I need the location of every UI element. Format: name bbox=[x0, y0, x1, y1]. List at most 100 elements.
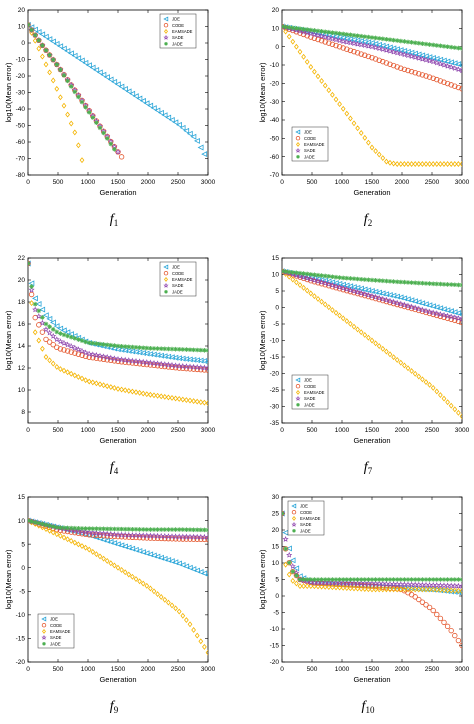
marker-star bbox=[289, 563, 296, 569]
marker-diamond bbox=[144, 391, 150, 398]
marker-triangle bbox=[122, 543, 128, 550]
marker-asterisk bbox=[104, 136, 110, 141]
legend-label: SADE bbox=[304, 396, 316, 401]
marker-diamond bbox=[122, 569, 128, 576]
marker-diamond bbox=[412, 370, 418, 377]
marker-diamond bbox=[86, 546, 92, 553]
marker-circle bbox=[372, 583, 379, 590]
marker-asterisk bbox=[409, 577, 414, 582]
marker-triangle bbox=[201, 151, 208, 158]
marker-diamond bbox=[148, 391, 153, 398]
marker-triangle bbox=[104, 537, 110, 544]
marker-asterisk bbox=[420, 577, 425, 582]
marker-star bbox=[41, 634, 47, 640]
panel-caption: f9 bbox=[110, 699, 119, 715]
marker-diamond bbox=[348, 585, 353, 592]
y-tick-label: -40 bbox=[270, 117, 280, 124]
marker-diamond bbox=[166, 394, 171, 401]
marker-asterisk bbox=[151, 346, 157, 351]
marker-asterisk bbox=[133, 345, 139, 350]
marker-asterisk bbox=[180, 527, 186, 532]
marker-diamond bbox=[452, 406, 458, 413]
marker-diamond bbox=[358, 329, 364, 336]
marker-circle bbox=[329, 41, 336, 48]
marker-asterisk bbox=[308, 272, 314, 277]
marker-star bbox=[314, 32, 322, 38]
marker-asterisk bbox=[362, 34, 368, 39]
marker-asterisk bbox=[326, 29, 332, 35]
marker-star bbox=[158, 360, 165, 367]
marker-diamond bbox=[330, 91, 335, 98]
marker-asterisk bbox=[286, 25, 292, 30]
marker-diamond bbox=[394, 161, 400, 167]
marker-diamond bbox=[296, 141, 300, 147]
marker-asterisk bbox=[456, 282, 461, 288]
marker-triangle bbox=[122, 86, 128, 92]
marker-asterisk bbox=[384, 278, 389, 284]
marker-diamond bbox=[94, 551, 99, 558]
marker-diamond bbox=[286, 571, 292, 578]
marker-asterisk bbox=[420, 280, 425, 286]
marker-star bbox=[358, 289, 365, 296]
marker-triangle bbox=[129, 545, 136, 552]
marker-diamond bbox=[205, 649, 208, 656]
panel-caption: f7 bbox=[364, 460, 373, 476]
marker-asterisk bbox=[198, 347, 204, 353]
marker-diamond bbox=[68, 370, 74, 377]
marker-asterisk bbox=[301, 271, 306, 276]
marker-diamond bbox=[144, 582, 150, 589]
marker-diamond bbox=[301, 284, 306, 291]
marker-asterisk bbox=[194, 347, 200, 353]
marker-triangle bbox=[444, 307, 451, 314]
marker-triangle bbox=[118, 83, 125, 90]
marker-asterisk bbox=[286, 560, 292, 565]
y-tick-label: 16 bbox=[18, 321, 26, 328]
marker-asterisk bbox=[50, 326, 56, 332]
x-tick-label: 3000 bbox=[455, 427, 470, 434]
marker-asterisk bbox=[54, 62, 60, 67]
marker-asterisk bbox=[180, 347, 186, 352]
series-jade bbox=[282, 268, 462, 288]
marker-asterisk bbox=[409, 280, 414, 285]
marker-diamond bbox=[438, 161, 443, 167]
marker-star bbox=[458, 315, 462, 322]
marker-star bbox=[118, 356, 125, 363]
marker-asterisk bbox=[438, 577, 443, 582]
marker-diamond bbox=[32, 329, 38, 336]
marker-triangle bbox=[114, 81, 121, 88]
marker-circle bbox=[358, 51, 364, 57]
x-tick-label: 0 bbox=[26, 427, 30, 434]
marker-asterisk bbox=[387, 37, 393, 42]
marker-diamond bbox=[355, 326, 360, 333]
marker-asterisk bbox=[405, 577, 411, 582]
marker-diamond bbox=[202, 399, 207, 406]
marker-circle bbox=[190, 536, 197, 542]
marker-triangle bbox=[401, 295, 408, 302]
marker-star bbox=[68, 343, 75, 349]
marker-star bbox=[50, 332, 57, 339]
marker-triangle bbox=[183, 127, 190, 134]
marker-triangle bbox=[430, 303, 436, 310]
marker-asterisk bbox=[68, 84, 74, 89]
marker-asterisk bbox=[28, 22, 31, 28]
marker-asterisk bbox=[402, 577, 407, 582]
marker-asterisk bbox=[166, 346, 171, 352]
marker-triangle bbox=[41, 616, 47, 622]
marker-asterisk bbox=[50, 524, 56, 529]
legend-label: CODE bbox=[304, 384, 316, 389]
marker-diamond bbox=[162, 596, 168, 603]
marker-diamond bbox=[380, 345, 386, 352]
marker-star bbox=[444, 62, 451, 69]
marker-asterisk bbox=[151, 527, 157, 532]
marker-asterisk bbox=[402, 39, 407, 44]
marker-asterisk bbox=[61, 525, 67, 531]
marker-triangle bbox=[165, 114, 172, 121]
marker-triangle bbox=[136, 547, 143, 554]
marker-star bbox=[372, 293, 379, 300]
marker-diamond bbox=[43, 526, 49, 532]
marker-circle bbox=[344, 46, 350, 52]
marker-circle bbox=[434, 611, 440, 618]
marker-asterisk bbox=[362, 577, 368, 582]
marker-diamond bbox=[97, 553, 103, 560]
marker-diamond bbox=[373, 340, 378, 347]
